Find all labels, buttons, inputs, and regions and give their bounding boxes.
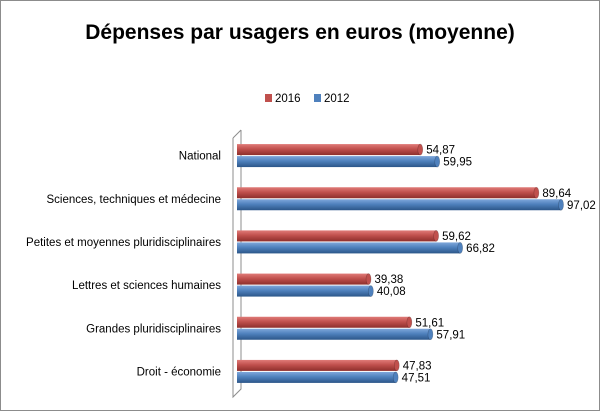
chart-title: Dépenses par usagers en euros (moyenne) bbox=[85, 21, 515, 44]
bar-2016-grandes-pluridisciplinaires bbox=[237, 316, 413, 329]
value-label-2012-national: 59,95 bbox=[443, 157, 472, 169]
bar-2012-droit-economie bbox=[237, 371, 399, 384]
bar-2012-petites-et-moyennes-pluridisciplinaires bbox=[237, 242, 463, 254]
legend-label-2012: 2012 bbox=[324, 93, 350, 105]
legend: 2016 2012 bbox=[265, 93, 350, 105]
bar-2012-lettres-et-sciences-humaines bbox=[237, 285, 374, 297]
value-label-2012-petites-et-moyennes-pluridisciplinaires: 66,82 bbox=[466, 243, 495, 255]
category-label-petites-et-moyennes-pluridisciplinaires: Petites et moyennes pluridisciplinaires bbox=[26, 237, 221, 249]
bar-2016-sciences-techniques-et-medecine bbox=[237, 186, 540, 199]
value-label-2012-lettres-et-sciences-humaines: 40,08 bbox=[377, 286, 406, 298]
category-axis bbox=[232, 129, 242, 399]
category-label-sciences-techniques-et-medecine: Sciences, techniques et médecine bbox=[46, 194, 221, 206]
legend-swatch-2012 bbox=[314, 94, 321, 102]
axis-line bbox=[232, 129, 242, 399]
value-label-2016-droit-economie: 47,83 bbox=[403, 360, 432, 372]
category-label-lettres-et-sciences-humaines: Lettres et sciences humaines bbox=[72, 280, 221, 292]
bar-2012-sciences-techniques-et-medecine bbox=[237, 198, 564, 211]
value-label-2016-grandes-pluridisciplinaires: 51,61 bbox=[415, 317, 444, 329]
category-label-national: National bbox=[179, 151, 221, 163]
value-label-2012-sciences-techniques-et-medecine: 97,02 bbox=[567, 200, 596, 212]
bar-2016-national bbox=[237, 143, 424, 156]
value-label-2016-petites-et-moyennes-pluridisciplinaires: 59,62 bbox=[442, 231, 471, 243]
value-label-2016-lettres-et-sciences-humaines: 39,38 bbox=[375, 274, 404, 286]
legend-swatch-2016 bbox=[265, 94, 272, 102]
bar-2012-grandes-pluridisciplinaires bbox=[237, 328, 434, 341]
bar-2016-droit-economie bbox=[237, 359, 400, 372]
value-label-2012-grandes-pluridisciplinaires: 57,91 bbox=[436, 329, 465, 341]
value-label-2016-sciences-techniques-et-medecine: 89,64 bbox=[542, 188, 571, 200]
value-label-2012-droit-economie: 47,51 bbox=[402, 372, 431, 384]
bar-2012-national bbox=[237, 155, 441, 168]
bar-2016-lettres-et-sciences-humaines bbox=[237, 273, 372, 285]
bar-2016-petites-et-moyennes-pluridisciplinaires bbox=[237, 230, 439, 242]
bars-group bbox=[237, 143, 564, 384]
category-label-grandes-pluridisciplinaires: Grandes pluridisciplinaires bbox=[86, 323, 221, 335]
category-label-droit-economie: Droit - économie bbox=[137, 366, 221, 378]
value-label-2016-national: 54,87 bbox=[426, 145, 455, 157]
legend-label-2016: 2016 bbox=[275, 93, 301, 105]
